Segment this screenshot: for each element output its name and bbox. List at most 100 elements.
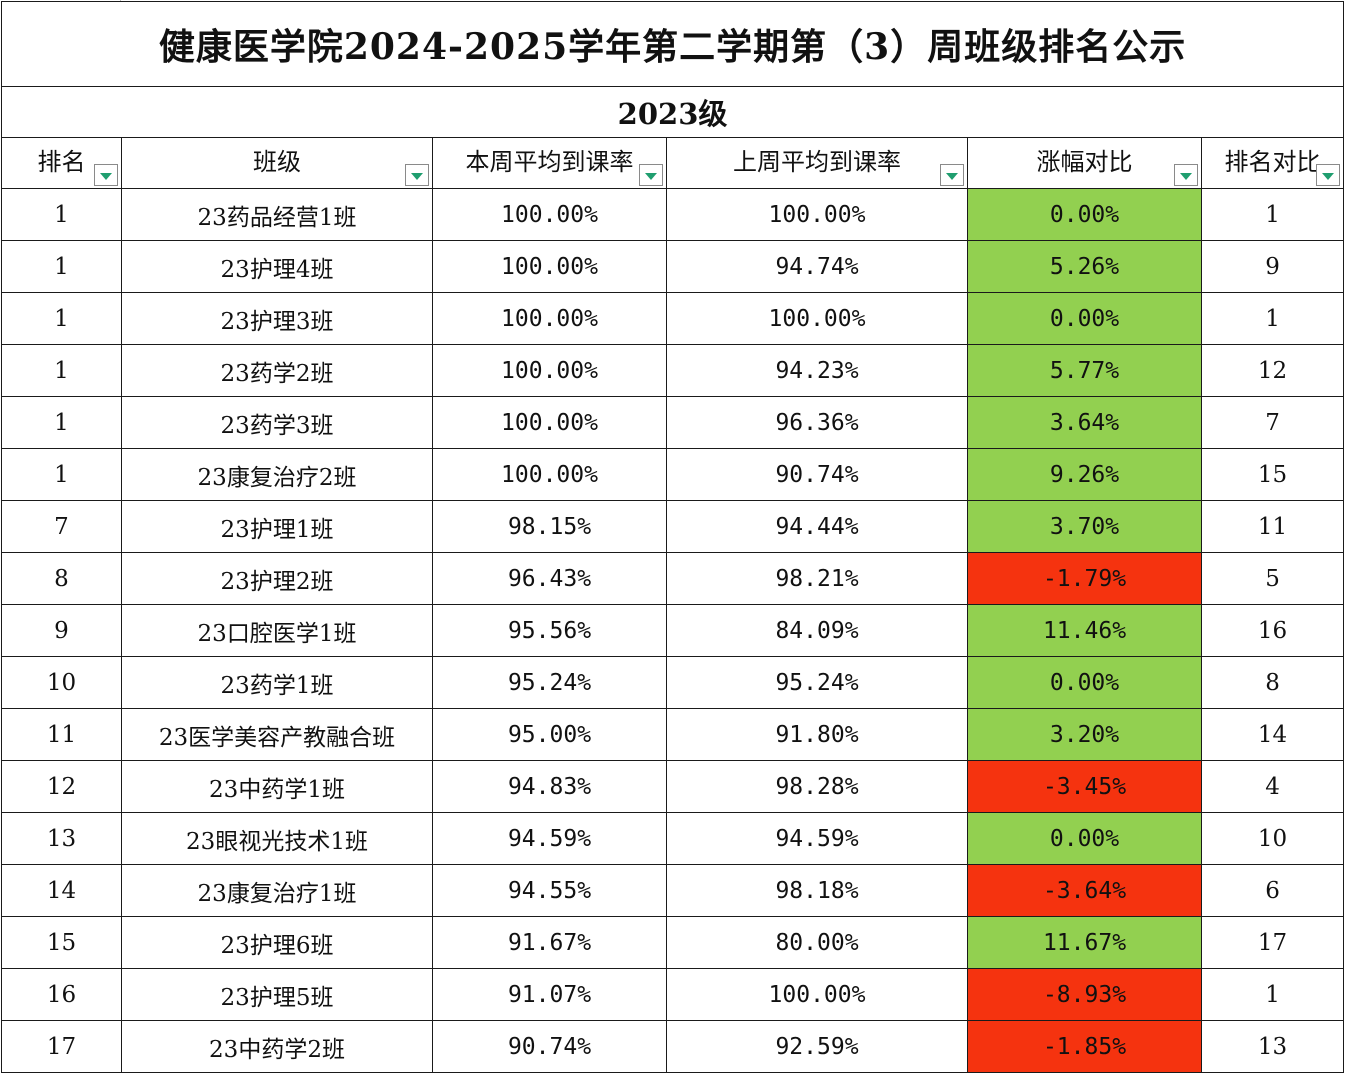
cell-class[interactable]: 23护理4班 (121, 240, 433, 293)
cell-change[interactable]: 11.67% (967, 916, 1202, 969)
cell-this-week[interactable]: 95.00% (432, 708, 667, 761)
cell-this-week[interactable]: 100.00% (432, 188, 667, 241)
cell-last-week[interactable]: 94.44% (666, 500, 968, 553)
cell-rank[interactable]: 11 (1, 708, 122, 761)
cell-rank[interactable]: 15 (1, 916, 122, 969)
cell-change[interactable]: -1.79% (967, 552, 1202, 605)
cell-change[interactable]: -3.64% (967, 864, 1202, 917)
cell-change[interactable]: 0.00% (967, 656, 1202, 709)
cell-rank[interactable]: 13 (1, 812, 122, 865)
cell-rank-compare[interactable]: 7 (1200, 396, 1345, 449)
cell-last-week[interactable]: 92.59% (666, 1020, 968, 1073)
cell-last-week[interactable]: 94.59% (666, 812, 968, 865)
cell-this-week[interactable]: 94.83% (432, 760, 667, 813)
cell-this-week[interactable]: 100.00% (432, 396, 667, 449)
cell-class[interactable]: 23护理5班 (121, 968, 433, 1021)
cell-last-week[interactable]: 100.00% (666, 968, 968, 1021)
cell-this-week[interactable]: 100.00% (432, 448, 667, 501)
cell-this-week[interactable]: 100.00% (432, 240, 667, 293)
cell-change[interactable]: 3.20% (967, 708, 1202, 761)
filter-dropdown-icon[interactable] (94, 164, 118, 186)
cell-class[interactable]: 23药学3班 (121, 396, 433, 449)
header-last-week[interactable]: 上周平均到课率 (666, 137, 968, 189)
filter-dropdown-icon[interactable] (1316, 164, 1341, 186)
cell-rank[interactable]: 1 (1, 344, 122, 397)
header-class[interactable]: 班级 (121, 137, 433, 189)
cell-class[interactable]: 23康复治疗2班 (121, 448, 433, 501)
cell-rank[interactable]: 9 (1, 604, 122, 657)
cell-rank-compare[interactable]: 17 (1200, 916, 1345, 969)
cell-rank-compare[interactable]: 14 (1200, 708, 1345, 761)
cell-rank[interactable]: 12 (1, 760, 122, 813)
cell-rank[interactable]: 1 (1, 292, 122, 345)
header-change[interactable]: 涨幅对比 (967, 137, 1202, 189)
cell-class[interactable]: 23眼视光技术1班 (121, 812, 433, 865)
cell-last-week[interactable]: 98.21% (666, 552, 968, 605)
page-title[interactable]: 健康医学院2024-2025学年第二学期第（3）周班级排名公示 (0, 1, 1345, 87)
cell-rank-compare[interactable]: 9 (1200, 240, 1345, 293)
cell-rank[interactable]: 8 (1, 552, 122, 605)
cell-class[interactable]: 23康复治疗1班 (121, 864, 433, 917)
cell-class[interactable]: 23药品经营1班 (121, 188, 433, 241)
cell-class[interactable]: 23中药学1班 (121, 760, 433, 813)
cell-change[interactable]: -1.85% (967, 1020, 1202, 1073)
cell-last-week[interactable]: 94.23% (666, 344, 968, 397)
cell-this-week[interactable]: 95.56% (432, 604, 667, 657)
cell-change[interactable]: 0.00% (967, 292, 1202, 345)
cell-this-week[interactable]: 95.24% (432, 656, 667, 709)
cell-rank[interactable]: 14 (1, 864, 122, 917)
cell-change[interactable]: 3.70% (967, 500, 1202, 553)
cell-rank[interactable]: 1 (1, 396, 122, 449)
cell-change[interactable]: 5.26% (967, 240, 1202, 293)
cell-this-week[interactable]: 94.59% (432, 812, 667, 865)
cell-class[interactable]: 23医学美容产教融合班 (121, 708, 433, 761)
cell-change[interactable]: 0.00% (967, 812, 1202, 865)
cell-last-week[interactable]: 96.36% (666, 396, 968, 449)
cell-rank-compare[interactable]: 1 (1200, 292, 1345, 345)
cell-class[interactable]: 23药学2班 (121, 344, 433, 397)
cell-last-week[interactable]: 80.00% (666, 916, 968, 969)
cell-rank[interactable]: 10 (1, 656, 122, 709)
cell-change[interactable]: 11.46% (967, 604, 1202, 657)
filter-dropdown-icon[interactable] (639, 164, 663, 186)
cell-last-week[interactable]: 98.28% (666, 760, 968, 813)
cell-rank-compare[interactable]: 16 (1200, 604, 1345, 657)
header-rank-compare[interactable]: 排名对比 (1200, 137, 1345, 189)
cell-change[interactable]: 5.77% (967, 344, 1202, 397)
cell-last-week[interactable]: 98.18% (666, 864, 968, 917)
cell-rank-compare[interactable]: 13 (1200, 1020, 1345, 1073)
cell-this-week[interactable]: 90.74% (432, 1020, 667, 1073)
filter-dropdown-icon[interactable] (405, 164, 429, 186)
cell-rank-compare[interactable]: 4 (1200, 760, 1345, 813)
cell-this-week[interactable]: 94.55% (432, 864, 667, 917)
cell-last-week[interactable]: 91.80% (666, 708, 968, 761)
cell-rank[interactable]: 1 (1, 240, 122, 293)
cell-rank-compare[interactable]: 12 (1200, 344, 1345, 397)
cell-change[interactable]: 9.26% (967, 448, 1202, 501)
cell-this-week[interactable]: 96.43% (432, 552, 667, 605)
cell-class[interactable]: 23护理1班 (121, 500, 433, 553)
cell-last-week[interactable]: 90.74% (666, 448, 968, 501)
cell-class[interactable]: 23护理3班 (121, 292, 433, 345)
cell-last-week[interactable]: 100.00% (666, 188, 968, 241)
cell-this-week[interactable]: 91.67% (432, 916, 667, 969)
cell-last-week[interactable]: 100.00% (666, 292, 968, 345)
cell-class[interactable]: 23护理2班 (121, 552, 433, 605)
cell-this-week[interactable]: 100.00% (432, 344, 667, 397)
cell-this-week[interactable]: 98.15% (432, 500, 667, 553)
cell-rank[interactable]: 1 (1, 188, 122, 241)
cell-rank[interactable]: 7 (1, 500, 122, 553)
filter-dropdown-icon[interactable] (940, 164, 964, 186)
cell-this-week[interactable]: 100.00% (432, 292, 667, 345)
cell-this-week[interactable]: 91.07% (432, 968, 667, 1021)
cell-rank-compare[interactable]: 10 (1200, 812, 1345, 865)
cell-rank-compare[interactable]: 6 (1200, 864, 1345, 917)
cell-change[interactable]: 0.00% (967, 188, 1202, 241)
cell-class[interactable]: 23药学1班 (121, 656, 433, 709)
cell-change[interactable]: -3.45% (967, 760, 1202, 813)
cell-rank-compare[interactable]: 5 (1200, 552, 1345, 605)
header-rank[interactable]: 排名 (1, 137, 122, 189)
cell-rank[interactable]: 1 (1, 448, 122, 501)
cell-rank[interactable]: 16 (1, 968, 122, 1021)
cell-change[interactable]: 3.64% (967, 396, 1202, 449)
